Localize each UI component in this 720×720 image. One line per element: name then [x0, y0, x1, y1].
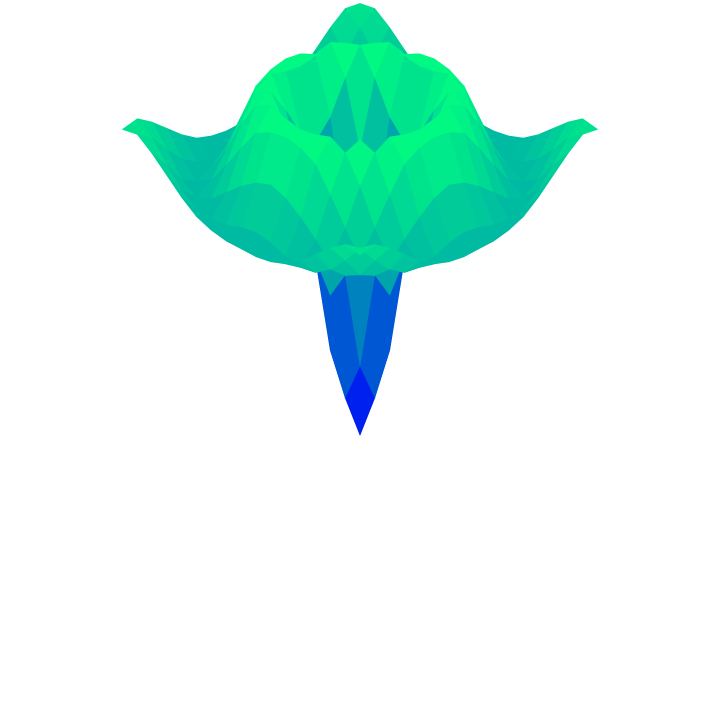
surface-patch [344, 244, 376, 256]
